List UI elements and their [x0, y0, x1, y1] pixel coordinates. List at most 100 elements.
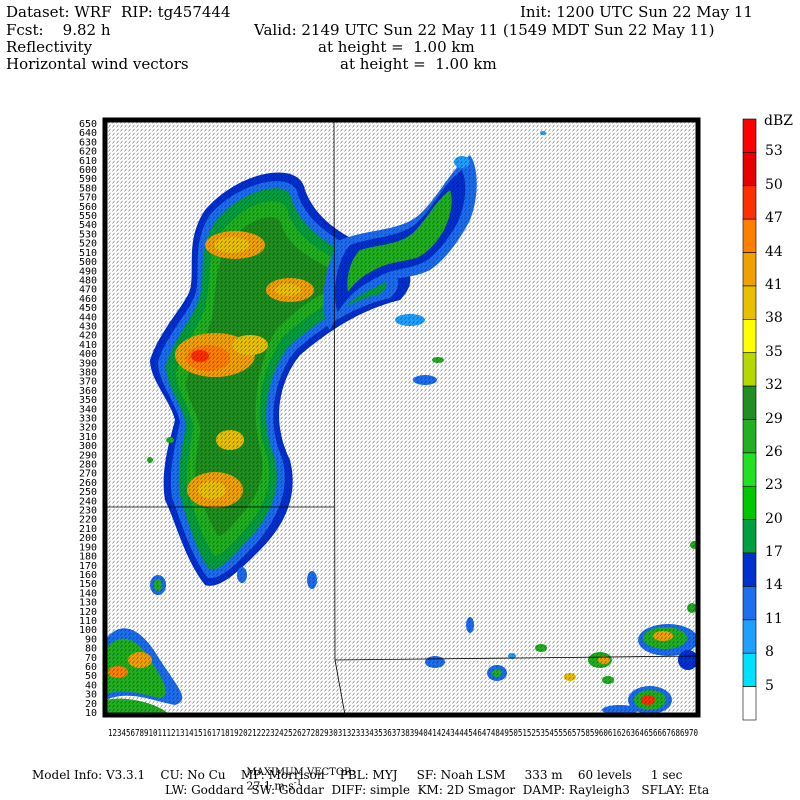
y-tick-label: 140 [79, 588, 97, 599]
colorbar-level-label: 41 [765, 276, 783, 293]
y-axis-ticks: 1020304050607080901001101201301401501601… [79, 119, 97, 719]
y-tick-label: 320 [79, 423, 97, 434]
y-tick-label: 640 [79, 128, 97, 139]
y-tick-label: 420 [79, 331, 97, 342]
y-tick-label: 370 [79, 377, 97, 388]
y-tick-label: 520 [79, 239, 97, 250]
y-tick-label: 340 [79, 404, 97, 415]
y-tick-label: 440 [79, 312, 97, 323]
y-tick-label: 310 [79, 432, 97, 443]
y-tick-label: 20 [85, 699, 97, 710]
colorbar-swatch [742, 352, 757, 387]
colorbar-level-label: 53 [765, 143, 783, 160]
y-tick-label: 90 [85, 634, 97, 645]
y-tick-label: 550 [79, 211, 97, 222]
model-info: Model Info: V3.3.1 CU: No Cu MP: Morriso… [32, 768, 683, 782]
valid-time: Valid: 2149 UTC Sun 22 May 11 (1549 MDT … [254, 21, 715, 39]
colorbar-swatch [742, 552, 757, 587]
colorbar-level-label: 44 [765, 243, 783, 260]
y-tick-label: 400 [79, 349, 97, 360]
max-vector-exponent: -1 [293, 778, 302, 787]
dataset-label: Dataset: WRF RIP: tg457444 [6, 3, 231, 21]
y-tick-label: 180 [79, 552, 97, 563]
y-tick-label: 50 [85, 671, 97, 682]
field2-height: at height = 1.00 km [340, 55, 497, 73]
y-tick-label: 480 [79, 275, 97, 286]
field1-name: Reflectivity [6, 38, 93, 56]
y-tick-label: 10 [85, 708, 97, 719]
boundary-line [333, 120, 336, 661]
colorbar [742, 118, 757, 721]
field2-name: Horizontal wind vectors [6, 55, 189, 73]
colorbar-swatch [742, 385, 757, 420]
colorbar-swatch [742, 485, 757, 520]
y-tick-label: 130 [79, 598, 97, 609]
y-tick-label: 620 [79, 147, 97, 158]
colorbar-level-label: 14 [765, 577, 783, 594]
field1-height: at height = 1.00 km [318, 38, 475, 56]
colorbar-swatch [742, 619, 757, 654]
colorbar-level-label: 38 [765, 310, 783, 327]
y-tick-label: 210 [79, 524, 97, 535]
y-tick-label: 230 [79, 506, 97, 517]
y-tick-label: 630 [79, 137, 97, 148]
y-tick-label: 80 [85, 644, 97, 655]
y-tick-label: 30 [85, 690, 97, 701]
y-tick-label: 120 [79, 607, 97, 618]
max-vector-value: 27.1 m s [246, 779, 294, 793]
max-vector-text: MAXIMUM VECTOR: [246, 767, 355, 778]
colorbar-swatch [742, 185, 757, 220]
y-tick-label: 410 [79, 340, 97, 351]
y-tick-label: 560 [79, 202, 97, 213]
colorbar-swatch [742, 152, 757, 187]
forecast-hour: Fcst: 9.82 h [6, 21, 111, 39]
y-tick-label: 240 [79, 496, 97, 507]
init-time: Init: 1200 UTC Sun 22 May 11 [520, 3, 753, 21]
colorbar-level-label: 8 [765, 644, 774, 661]
y-tick-label: 260 [79, 478, 97, 489]
y-tick-label: 610 [79, 156, 97, 167]
y-tick-label: 60 [85, 662, 97, 673]
y-tick-label: 500 [79, 257, 97, 268]
y-tick-label: 530 [79, 229, 97, 240]
y-tick-label: 580 [79, 183, 97, 194]
colorbar-swatch [742, 285, 757, 320]
colorbar-swatch [742, 319, 757, 354]
colorbar-swatch [742, 519, 757, 554]
colorbar-swatch [742, 452, 757, 487]
y-tick-label: 460 [79, 294, 97, 305]
y-tick-label: 300 [79, 441, 97, 452]
colorbar-level-label: 23 [765, 477, 783, 494]
colorbar-level-label: 47 [765, 210, 783, 227]
colorbar-level-label: 50 [765, 176, 783, 193]
colorbar-swatch [742, 252, 757, 287]
y-tick-label: 290 [79, 450, 97, 461]
y-tick-label: 150 [79, 579, 97, 590]
y-tick-label: 330 [79, 414, 97, 425]
y-tick-label: 170 [79, 561, 97, 572]
y-tick-label: 590 [79, 174, 97, 185]
y-tick-label: 100 [79, 625, 97, 636]
colorbar-swatch [742, 118, 757, 153]
colorbar-level-label: 11 [765, 610, 783, 627]
y-tick-label: 650 [79, 119, 97, 130]
colorbar-level-label: 26 [765, 443, 783, 460]
y-tick-label: 40 [85, 680, 97, 691]
physics-info: LW: Goddard SW: Goddar DIFF: simple KM: … [165, 783, 710, 797]
y-tick-label: 110 [79, 616, 97, 627]
colorbar-swatch [742, 419, 757, 454]
colorbar-level-label: 5 [765, 677, 774, 694]
y-tick-label: 70 [85, 653, 97, 664]
colorbar-swatch [742, 586, 757, 621]
y-tick-label: 250 [79, 487, 97, 498]
y-tick-label: 490 [79, 266, 97, 277]
reflectivity-field [105, 120, 698, 715]
colorbar-level-label: 17 [765, 544, 783, 561]
colorbar-swatch [742, 218, 757, 253]
y-tick-label: 390 [79, 358, 97, 369]
y-tick-label: 470 [79, 285, 97, 296]
colorbar-level-label: 35 [765, 343, 783, 360]
y-tick-label: 380 [79, 367, 97, 378]
y-tick-label: 360 [79, 386, 97, 397]
y-tick-label: 220 [79, 515, 97, 526]
